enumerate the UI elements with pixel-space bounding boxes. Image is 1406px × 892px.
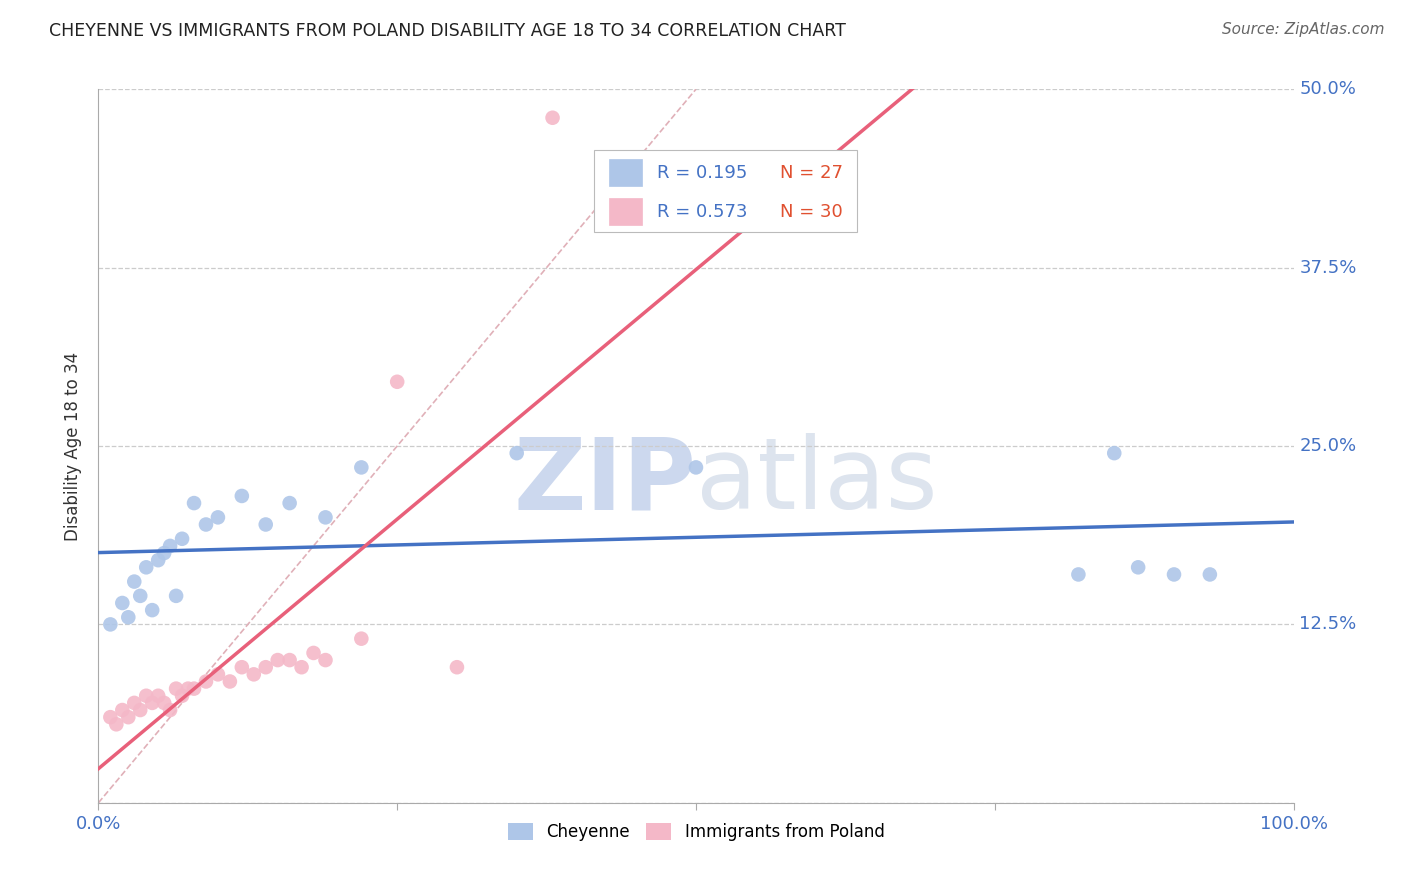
Point [129, 703, 152, 717]
Point [267, 653, 290, 667]
Text: R = 0.195: R = 0.195 [657, 164, 747, 182]
Point [195, 517, 218, 532]
Text: 50.0%: 50.0% [1299, 80, 1357, 98]
Point [159, 539, 181, 553]
Point [219, 674, 242, 689]
Point [506, 446, 529, 460]
Legend: Cheyenne, Immigrants from Poland: Cheyenne, Immigrants from Poland [501, 816, 891, 848]
Y-axis label: Disability Age 18 to 34: Disability Age 18 to 34 [65, 351, 83, 541]
Text: 25.0%: 25.0% [1299, 437, 1357, 455]
Point [315, 510, 337, 524]
FancyBboxPatch shape [609, 159, 643, 186]
Point [124, 574, 146, 589]
Point [207, 510, 229, 524]
Point [172, 689, 194, 703]
Point [153, 546, 176, 560]
Point [254, 517, 277, 532]
Point [135, 560, 157, 574]
Text: ZIP: ZIP [513, 434, 696, 530]
Point [148, 689, 170, 703]
Point [117, 610, 139, 624]
Point [172, 532, 194, 546]
Point [1104, 446, 1126, 460]
Point [183, 496, 205, 510]
Point [117, 710, 139, 724]
Point [165, 681, 187, 696]
Point [1067, 567, 1090, 582]
Point [148, 553, 170, 567]
Point [141, 603, 163, 617]
Point [385, 375, 409, 389]
Point [177, 681, 200, 696]
Point [254, 660, 277, 674]
Point [1163, 567, 1185, 582]
Point [98, 710, 122, 724]
Point [350, 632, 373, 646]
Text: N = 27: N = 27 [779, 164, 842, 182]
Point [350, 460, 373, 475]
Point [207, 667, 229, 681]
Point [105, 717, 128, 731]
Point [1199, 567, 1222, 582]
Text: R = 0.573: R = 0.573 [657, 203, 747, 221]
Text: N = 30: N = 30 [779, 203, 842, 221]
Point [153, 696, 176, 710]
Point [446, 660, 468, 674]
FancyBboxPatch shape [609, 198, 643, 226]
FancyBboxPatch shape [595, 150, 858, 232]
Point [195, 674, 218, 689]
Point [1128, 560, 1150, 574]
Text: Source: ZipAtlas.com: Source: ZipAtlas.com [1222, 22, 1385, 37]
Point [165, 589, 187, 603]
Point [111, 703, 134, 717]
Point [124, 696, 146, 710]
Point [159, 703, 181, 717]
Point [685, 460, 707, 475]
Point [291, 660, 314, 674]
Point [98, 617, 122, 632]
Point [278, 653, 301, 667]
Point [111, 596, 134, 610]
Point [135, 689, 157, 703]
Text: CHEYENNE VS IMMIGRANTS FROM POLAND DISABILITY AGE 18 TO 34 CORRELATION CHART: CHEYENNE VS IMMIGRANTS FROM POLAND DISAB… [49, 22, 846, 40]
Text: 12.5%: 12.5% [1299, 615, 1357, 633]
Point [541, 111, 564, 125]
Point [231, 660, 253, 674]
Point [141, 696, 163, 710]
Point [243, 667, 266, 681]
Point [183, 681, 205, 696]
Point [231, 489, 253, 503]
Text: 37.5%: 37.5% [1299, 259, 1357, 277]
Point [278, 496, 301, 510]
Point [302, 646, 325, 660]
Text: atlas: atlas [696, 434, 938, 530]
Point [315, 653, 337, 667]
Point [129, 589, 152, 603]
